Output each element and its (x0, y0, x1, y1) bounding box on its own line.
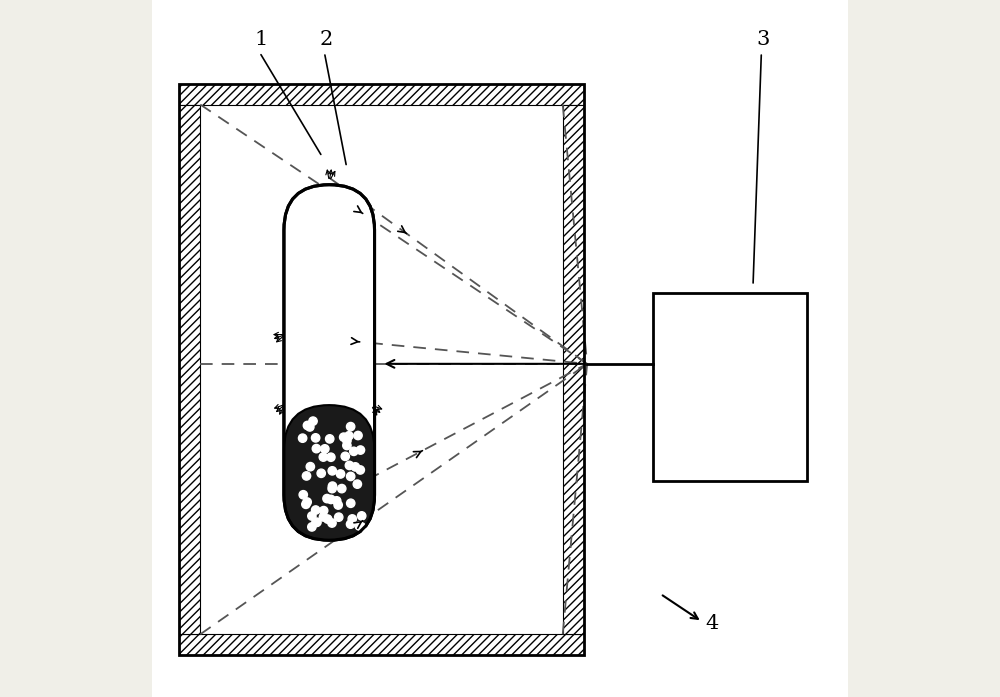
Bar (179, 84, 584, 105)
Circle shape (346, 473, 355, 481)
Circle shape (309, 417, 317, 425)
Text: 4: 4 (706, 613, 719, 633)
Circle shape (343, 436, 351, 445)
Circle shape (354, 431, 362, 440)
Circle shape (328, 482, 337, 490)
Circle shape (346, 520, 355, 528)
FancyBboxPatch shape (284, 405, 375, 540)
Circle shape (319, 513, 328, 521)
Circle shape (303, 498, 311, 506)
Text: 3: 3 (756, 30, 770, 49)
Bar (653, 293, 807, 481)
Circle shape (355, 522, 363, 530)
Circle shape (358, 512, 366, 520)
Circle shape (328, 467, 336, 475)
Circle shape (351, 463, 360, 471)
Circle shape (311, 434, 320, 442)
Circle shape (336, 470, 345, 478)
Circle shape (357, 523, 366, 531)
Circle shape (343, 441, 351, 450)
Circle shape (350, 447, 358, 456)
Circle shape (353, 480, 362, 489)
Circle shape (324, 515, 332, 523)
Circle shape (328, 519, 336, 527)
Circle shape (356, 446, 365, 454)
Circle shape (303, 421, 312, 429)
Circle shape (306, 423, 314, 431)
Circle shape (345, 461, 354, 470)
Circle shape (321, 445, 329, 453)
Circle shape (341, 452, 349, 461)
Circle shape (327, 453, 335, 461)
Circle shape (333, 497, 341, 505)
Circle shape (312, 519, 320, 527)
Circle shape (312, 445, 321, 453)
Circle shape (319, 507, 328, 515)
Circle shape (346, 422, 355, 431)
Circle shape (302, 472, 311, 480)
Bar (179, 634, 584, 655)
Circle shape (338, 484, 346, 493)
FancyBboxPatch shape (284, 185, 375, 540)
Text: 2: 2 (319, 30, 333, 49)
Circle shape (347, 499, 355, 507)
Circle shape (326, 435, 334, 443)
Circle shape (308, 512, 316, 520)
Circle shape (345, 431, 353, 440)
Circle shape (302, 500, 310, 509)
Circle shape (306, 463, 315, 471)
Circle shape (339, 433, 348, 441)
Circle shape (348, 515, 356, 523)
Circle shape (299, 491, 307, 499)
Circle shape (335, 513, 343, 521)
Circle shape (334, 501, 342, 510)
Circle shape (327, 496, 335, 504)
Circle shape (317, 469, 325, 477)
Circle shape (308, 523, 316, 531)
Circle shape (313, 518, 321, 526)
Bar (200, 105, 563, 634)
Text: 1: 1 (255, 30, 268, 49)
Circle shape (323, 494, 331, 503)
Circle shape (311, 506, 320, 514)
Bar (563, 105, 584, 634)
Circle shape (298, 434, 307, 443)
Bar (179, 105, 200, 634)
Circle shape (319, 453, 328, 461)
Circle shape (356, 466, 364, 474)
Bar (179, 84, 584, 655)
Circle shape (328, 484, 336, 493)
